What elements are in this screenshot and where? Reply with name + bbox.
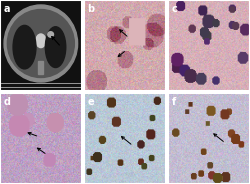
Ellipse shape bbox=[45, 27, 66, 68]
Text: e: e bbox=[88, 97, 94, 107]
Text: a: a bbox=[3, 4, 10, 14]
Text: b: b bbox=[88, 4, 94, 14]
Bar bbox=[38, 61, 43, 74]
Text: c: c bbox=[172, 4, 177, 14]
Ellipse shape bbox=[7, 10, 74, 77]
Ellipse shape bbox=[36, 34, 46, 48]
Text: f: f bbox=[172, 97, 176, 107]
Ellipse shape bbox=[4, 5, 78, 82]
Ellipse shape bbox=[48, 32, 54, 37]
Text: d: d bbox=[3, 97, 10, 107]
Ellipse shape bbox=[13, 25, 36, 69]
